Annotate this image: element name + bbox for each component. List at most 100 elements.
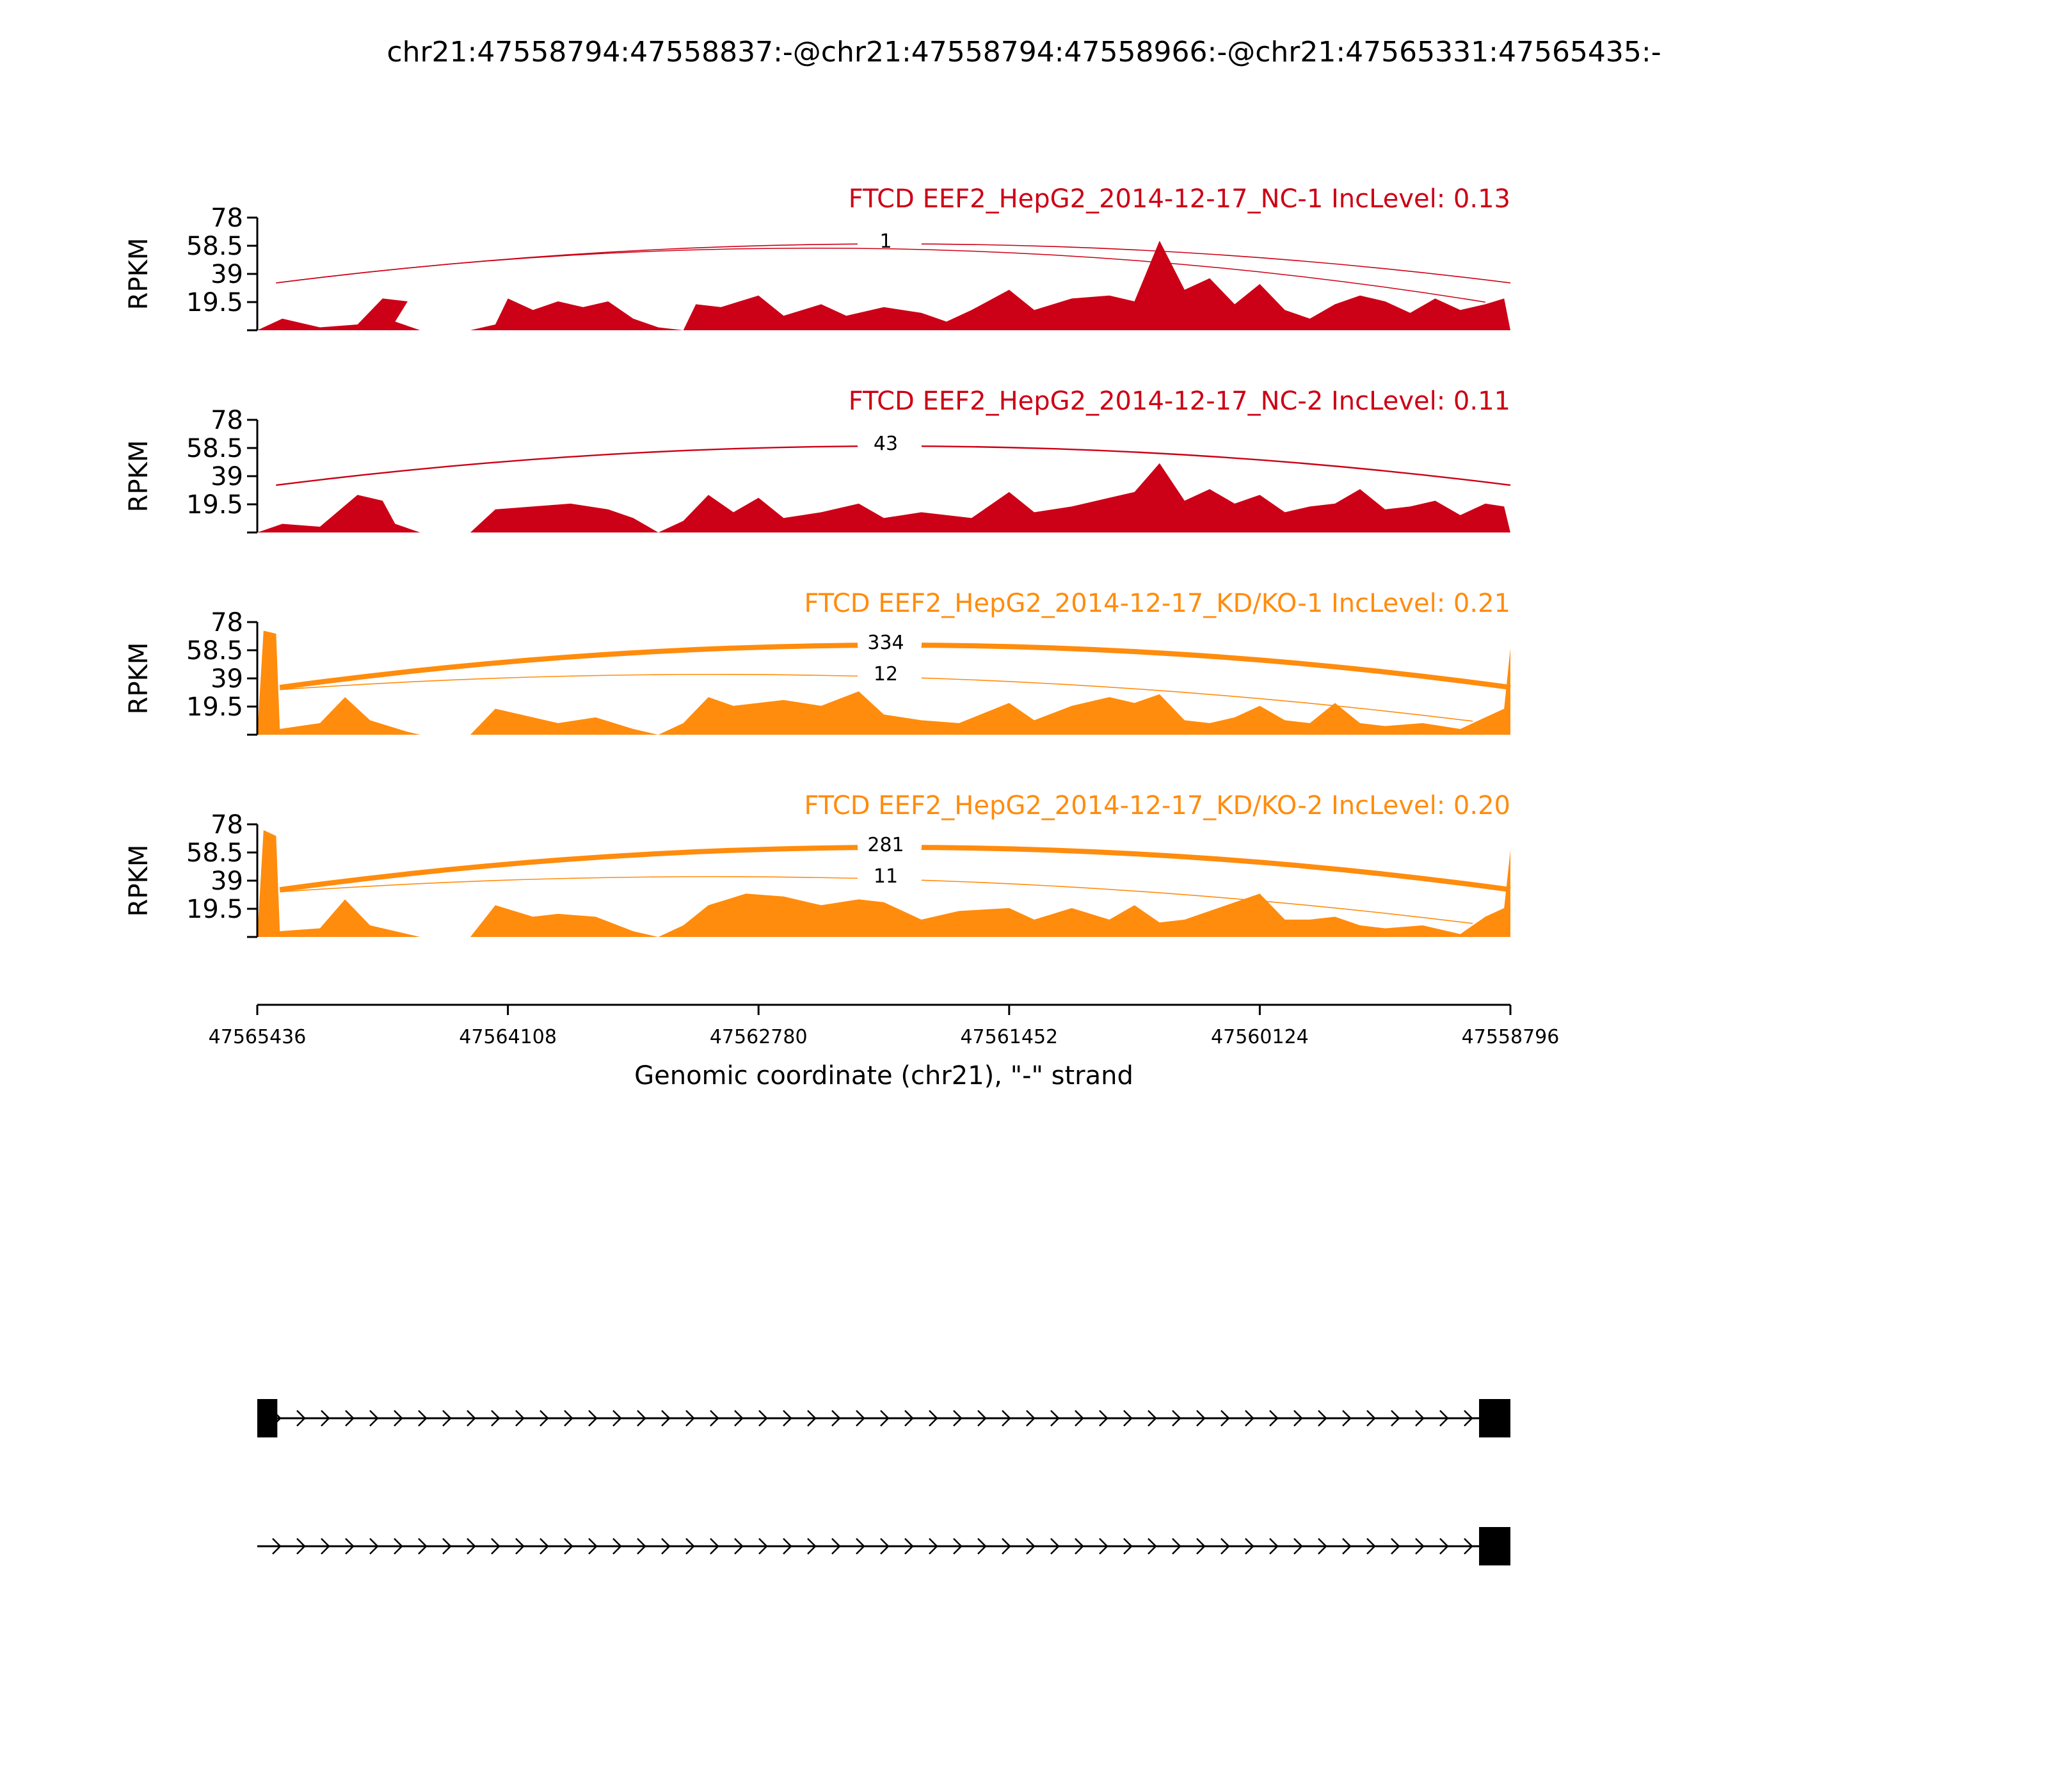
y-tick-label: 78 [211,608,243,637]
strand-arrow-icon [880,1410,890,1427]
strand-arrow-icon [1123,1410,1133,1427]
strand-arrow-icon [1293,1538,1303,1555]
strand-arrow-icon [1439,1410,1449,1427]
strand-arrow-icon [1269,1538,1279,1555]
strand-arrow-icon [515,1538,525,1555]
strand-arrow-icon [1148,1538,1157,1555]
strand-arrow-icon [929,1538,938,1555]
strand-arrow-icon [1464,1410,1473,1427]
y-tick-label: 78 [211,810,243,840]
junction-label: 1 [879,230,892,253]
strand-arrow-icon [734,1410,744,1427]
junction-label: 11 [874,865,898,888]
x-tick-label: 47561452 [960,1026,1058,1048]
strand-arrow-icon [953,1538,963,1555]
coverage-panels: 1 FTCD EEF2_HepG2_2014-12-17_NC-1 IncLeve… [124,184,1511,938]
coverage-panel-4: 281 11 FTCD EEF2_HepG2_2014-12-17_KD/KO-2 … [124,791,1511,938]
strand-arrow-icon [1220,1538,1230,1555]
coverage-area [257,630,1510,735]
x-axis-label: Genomic coordinate (chr21), "-" strand [634,1061,1133,1091]
strand-arrow-icon [1026,1410,1036,1427]
strand-arrow-icon [710,1538,719,1555]
exon-block [1479,1399,1510,1437]
strand-arrow-icon [369,1410,379,1427]
strand-arrow-icon [1172,1538,1181,1555]
strand-arrow-icon [637,1410,646,1427]
strand-arrow-icon [1318,1410,1327,1427]
strand-arrow-icon [856,1410,865,1427]
junction-arc [276,247,1485,303]
strand-arrow-icon [1099,1410,1108,1427]
junction-label: 12 [874,663,898,685]
strand-arrow-icon [612,1538,622,1555]
y-tick-label: 58.5 [186,434,243,463]
y-tick-label: 19.5 [186,490,243,520]
strand-arrow-icon [1415,1538,1425,1555]
y-tick-label: 39 [211,664,243,694]
strand-arrow-icon [1269,1410,1279,1427]
strand-arrow-icon [710,1410,719,1427]
strand-arrow-icon [345,1538,355,1555]
coverage-area [257,241,1510,330]
gene-models [257,1399,1510,1565]
strand-arrow-icon [977,1410,987,1427]
exon-block [257,1399,278,1437]
strand-arrow-icon [904,1410,914,1427]
x-tick-label: 47564108 [459,1026,557,1048]
junction-label-box [858,433,922,456]
y-tick-label: 78 [211,204,243,233]
y-axis-label: RPKM [124,845,154,917]
panel-title: FTCD EEF2_HepG2_2014-12-17_NC-1 IncLevel… [849,184,1510,214]
coverage-area [257,830,1510,937]
strand-arrow-icon [783,1538,792,1555]
gene-model-2 [257,1527,1510,1565]
strand-arrow-icon [661,1410,671,1427]
strand-arrow-icon [661,1538,671,1555]
strand-arrow-icon [515,1410,525,1427]
strand-arrow-icon [856,1538,865,1555]
panel-title: FTCD EEF2_HepG2_2014-12-17_KD/KO-1 IncLe… [804,589,1510,618]
strand-arrow-icon [394,1410,403,1427]
strand-arrow-icon [1002,1410,1011,1427]
strand-arrow-icon [296,1410,306,1427]
strand-arrow-icon [1050,1410,1060,1427]
panel-title: FTCD EEF2_HepG2_2014-12-17_NC-2 IncLevel… [849,387,1510,416]
strand-arrow-icon [1366,1538,1376,1555]
strand-arrow-icon [685,1538,695,1555]
y-axis-label: RPKM [124,238,154,310]
y-axis-label: RPKM [124,643,154,715]
strand-arrow-icon [1366,1410,1376,1427]
strand-arrow-icon [1196,1410,1206,1427]
strand-arrow-icon [588,1538,598,1555]
panel-title: FTCD EEF2_HepG2_2014-12-17_KD/KO-2 IncLe… [804,791,1510,820]
strand-arrow-icon [540,1538,549,1555]
strand-arrow-icon [1196,1538,1206,1555]
strand-arrow-icon [783,1410,792,1427]
y-tick-label: 58.5 [186,838,243,868]
junction-label: 334 [867,632,904,654]
strand-arrow-icon [880,1538,890,1555]
strand-arrow-icon [1148,1410,1157,1427]
strand-arrow-icon [1439,1538,1449,1555]
strand-arrow-icon [1220,1410,1230,1427]
coverage-panel-1: 1 FTCD EEF2_HepG2_2014-12-17_NC-1 IncLeve… [124,184,1511,332]
junction-label: 43 [874,433,898,455]
coverage-area [257,463,1510,532]
exon-block [1479,1527,1510,1565]
strand-arrow-icon [977,1538,987,1555]
y-tick-label: 58.5 [186,232,243,261]
strand-arrow-icon [588,1410,598,1427]
strand-arrow-icon [1464,1538,1473,1555]
x-tick-label: 47565436 [209,1026,307,1048]
strand-arrow-icon [685,1410,695,1427]
strand-arrow-icon [734,1538,744,1555]
y-tick-label: 39 [211,867,243,896]
strand-arrow-icon [564,1410,573,1427]
y-tick-label: 19.5 [186,692,243,722]
strand-arrow-icon [467,1538,476,1555]
junction-label-box [858,866,922,888]
strand-arrow-icon [831,1410,841,1427]
x-tick-label: 47560124 [1211,1026,1309,1048]
strand-arrow-icon [296,1538,306,1555]
